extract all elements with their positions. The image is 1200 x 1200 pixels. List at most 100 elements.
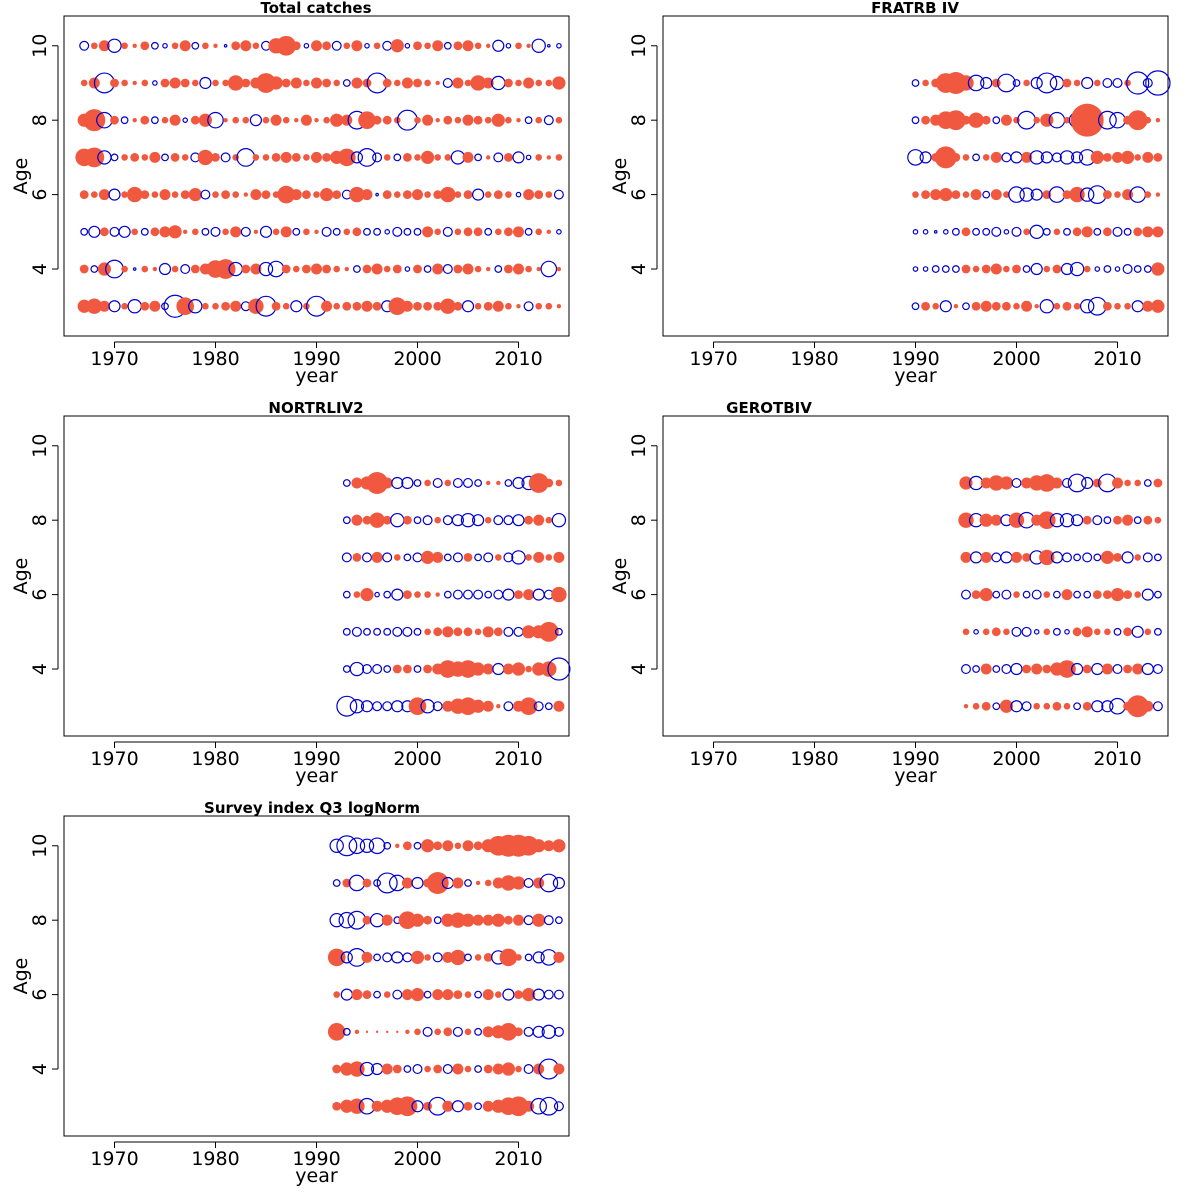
bubble-positive — [140, 115, 150, 125]
bubble-negative — [992, 702, 1001, 711]
bubble-positive — [435, 80, 440, 86]
bubble-negative — [912, 229, 919, 235]
bubble-negative — [1011, 226, 1022, 237]
bubble-negative — [363, 227, 371, 236]
x-tick-label: 2000 — [992, 748, 1040, 770]
bubble-negative — [556, 42, 562, 49]
bubble-positive — [341, 114, 353, 126]
bubble-negative — [503, 552, 514, 563]
bubble-positive — [1123, 664, 1132, 674]
bubble-positive — [202, 42, 209, 50]
bubble-negative — [982, 190, 991, 199]
bubble-positive — [1003, 265, 1010, 273]
bubble-positive — [261, 190, 271, 200]
bubble-positive — [921, 190, 930, 200]
bubble-positive — [980, 663, 992, 675]
bubble-negative — [969, 551, 983, 564]
bubble-positive — [1082, 664, 1092, 674]
bubble-negative — [382, 40, 393, 51]
bubble-positive — [525, 665, 532, 673]
bubble-negative — [1073, 590, 1081, 599]
bubble-negative — [443, 41, 452, 50]
bubble-positive — [482, 1026, 494, 1038]
bubble-positive — [290, 77, 302, 89]
bubble-positive — [500, 875, 517, 891]
bubble-positive — [526, 43, 531, 48]
bubble-positive — [962, 154, 970, 161]
bubble-positive — [171, 42, 179, 50]
bubble-negative — [329, 912, 344, 928]
bubble-positive — [463, 227, 473, 237]
bubble-negative — [1051, 152, 1062, 163]
bubble-negative — [1010, 151, 1023, 164]
bubble-positive — [351, 477, 363, 489]
bubble-positive — [188, 188, 202, 202]
bubble-positive — [322, 152, 331, 162]
bubble-negative — [472, 514, 485, 527]
bubble-positive — [492, 1063, 504, 1075]
bubble-positive — [421, 150, 435, 164]
bubble-positive — [362, 264, 372, 274]
bubble-positive — [1063, 116, 1071, 124]
bubble-positive — [422, 114, 434, 126]
bubble-positive — [1134, 591, 1141, 598]
bubble-negative — [210, 226, 221, 237]
bubble-positive — [313, 191, 320, 198]
bubble-positive — [454, 191, 462, 198]
bubble-negative — [992, 665, 1001, 673]
bubble-positive — [360, 588, 374, 602]
bubble-positive — [972, 702, 980, 710]
bubble-negative — [1031, 589, 1042, 600]
y-tick-label: 4 — [628, 263, 650, 275]
bubble-negative — [329, 838, 344, 853]
bubble-negative — [1030, 188, 1043, 201]
bubble-negative — [127, 299, 142, 314]
bubble-negative — [555, 627, 563, 636]
bubble-negative — [452, 589, 463, 600]
bubble-negative — [532, 588, 545, 601]
bubble-negative — [336, 835, 358, 857]
bubble-positive — [232, 154, 239, 161]
bubble-positive — [413, 78, 422, 88]
bubble-positive — [1112, 477, 1123, 489]
bubble-positive — [1144, 116, 1152, 124]
bubble-negative — [960, 589, 971, 600]
bubble-negative — [341, 552, 352, 563]
bubble-positive — [946, 110, 966, 131]
bubble-positive — [212, 191, 219, 198]
bubble-positive — [1123, 627, 1132, 637]
bubble-positive — [352, 301, 362, 311]
bubble-positive — [252, 154, 260, 161]
bubble-negative — [403, 227, 412, 236]
bubble-positive — [362, 878, 372, 888]
x-tick-label: 1980 — [191, 348, 239, 370]
bubble-positive — [513, 263, 524, 275]
bubble-positive — [968, 112, 984, 128]
bubble-negative — [1153, 590, 1162, 599]
bubble-positive — [343, 228, 351, 236]
bubble-positive — [405, 1029, 410, 1035]
bubble-positive — [443, 115, 453, 125]
bubble-positive — [262, 116, 270, 124]
bubble-positive — [1144, 628, 1152, 636]
bubble-positive — [535, 116, 542, 124]
bubble-negative — [422, 515, 433, 526]
bubble-positive — [1132, 663, 1144, 675]
bubble-positive — [1113, 515, 1122, 525]
plot-frame — [63, 15, 570, 337]
bubble-positive — [333, 302, 341, 310]
bubble-negative — [199, 76, 212, 90]
bubble-positive — [464, 79, 472, 87]
bubble-positive — [397, 1096, 418, 1117]
bubble-negative — [523, 1026, 534, 1037]
bubble-positive — [1151, 262, 1165, 276]
bubble-negative — [1030, 262, 1043, 276]
bubble-negative — [392, 626, 403, 637]
bubble-positive — [277, 185, 296, 204]
bubble-negative — [362, 552, 373, 563]
bubble-positive — [1070, 103, 1104, 137]
bubble-negative — [523, 1064, 534, 1075]
bubble-positive — [442, 989, 454, 1001]
bubble-positive — [300, 114, 312, 126]
